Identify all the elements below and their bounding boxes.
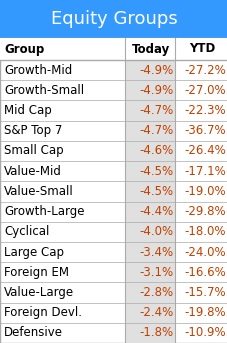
Text: -4.0%: -4.0%	[139, 225, 173, 238]
Text: Cyclical: Cyclical	[4, 225, 49, 238]
Text: Growth-Large: Growth-Large	[4, 205, 84, 218]
Bar	[124, 100, 175, 121]
Text: Group: Group	[4, 43, 44, 56]
Text: -4.7%: -4.7%	[139, 124, 173, 137]
Text: Growth-Mid: Growth-Mid	[4, 63, 72, 76]
Text: Foreign Devl.: Foreign Devl.	[4, 306, 82, 319]
Bar	[124, 222, 175, 242]
Bar	[124, 201, 175, 222]
Bar	[124, 121, 175, 141]
Text: -4.9%: -4.9%	[139, 63, 173, 76]
Text: -27.2%: -27.2%	[183, 63, 225, 76]
Bar	[124, 303, 175, 323]
Text: Equity Groups: Equity Groups	[50, 10, 177, 28]
Text: Large Cap: Large Cap	[4, 246, 64, 259]
Bar	[124, 262, 175, 282]
Text: -17.1%: -17.1%	[183, 165, 225, 178]
Text: -4.5%: -4.5%	[139, 185, 173, 198]
Text: -1.8%: -1.8%	[139, 327, 173, 339]
Text: -26.4%: -26.4%	[183, 144, 225, 157]
Text: -10.9%: -10.9%	[184, 327, 225, 339]
Text: -3.4%: -3.4%	[139, 246, 173, 259]
Text: Today: Today	[131, 43, 169, 56]
Bar	[124, 141, 175, 161]
Text: -4.9%: -4.9%	[139, 84, 173, 97]
Text: -29.8%: -29.8%	[184, 205, 225, 218]
Text: -4.4%: -4.4%	[139, 205, 173, 218]
Text: Small Cap: Small Cap	[4, 144, 63, 157]
Bar	[124, 80, 175, 100]
Text: -18.0%: -18.0%	[184, 225, 225, 238]
Text: -16.6%: -16.6%	[183, 266, 225, 279]
Text: -3.1%: -3.1%	[139, 266, 173, 279]
Text: Value-Small: Value-Small	[4, 185, 73, 198]
Text: -2.8%: -2.8%	[139, 286, 173, 299]
Bar	[124, 181, 175, 201]
Text: -4.7%: -4.7%	[139, 104, 173, 117]
Bar	[124, 282, 175, 303]
Text: -36.7%: -36.7%	[184, 124, 225, 137]
Text: Value-Large: Value-Large	[4, 286, 74, 299]
Bar	[0, 0, 227, 38]
Text: -4.5%: -4.5%	[139, 165, 173, 178]
Text: -19.8%: -19.8%	[184, 306, 225, 319]
Bar	[0, 38, 227, 343]
Text: Foreign EM: Foreign EM	[4, 266, 69, 279]
Bar	[124, 242, 175, 262]
Text: Defensive: Defensive	[4, 327, 63, 339]
Bar	[0, 38, 227, 60]
Bar	[124, 323, 175, 343]
Text: Mid Cap: Mid Cap	[4, 104, 52, 117]
Text: -15.7%: -15.7%	[184, 286, 225, 299]
Text: YTD: YTD	[188, 43, 214, 56]
Text: Growth-Small: Growth-Small	[4, 84, 84, 97]
Text: -27.0%: -27.0%	[184, 84, 225, 97]
Text: -19.0%: -19.0%	[184, 185, 225, 198]
Bar	[124, 161, 175, 181]
Text: -4.6%: -4.6%	[139, 144, 173, 157]
Text: -2.4%: -2.4%	[139, 306, 173, 319]
Text: -22.3%: -22.3%	[184, 104, 225, 117]
Text: S&P Top 7: S&P Top 7	[4, 124, 62, 137]
Text: -24.0%: -24.0%	[184, 246, 225, 259]
Text: Value-Mid: Value-Mid	[4, 165, 62, 178]
Bar	[124, 60, 175, 80]
